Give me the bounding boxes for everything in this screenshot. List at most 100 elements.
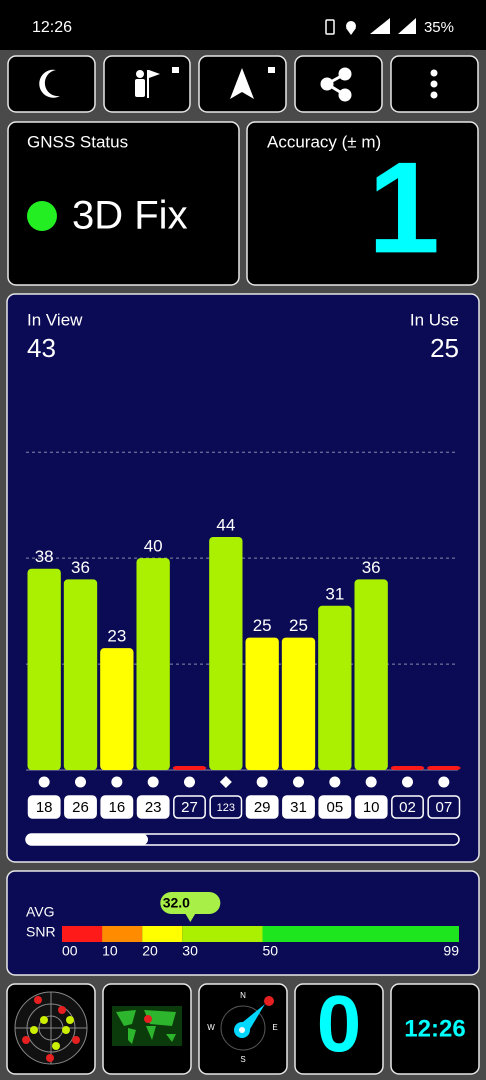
satellite-id-badge	[64, 795, 97, 819]
map-icon	[112, 1006, 182, 1046]
bar-value-label: 25	[253, 616, 272, 635]
bar-value-label: 38	[35, 547, 54, 566]
satellite-id: 29	[254, 799, 271, 816]
snr-average-bubble	[160, 892, 221, 914]
constellation-dot	[293, 776, 304, 788]
snr-average-label: 32.0	[163, 895, 190, 911]
svg-text:E: E	[272, 1023, 277, 1032]
snr-panel	[6, 870, 480, 976]
bar	[318, 605, 352, 770]
satellite-id-badge	[100, 795, 134, 819]
snr-label-bottom: SNR	[26, 924, 56, 940]
svg-text:S: S	[240, 1055, 245, 1064]
in-view-label: In View	[27, 310, 83, 329]
snr-segment	[142, 926, 183, 942]
constellation-dot	[184, 776, 195, 788]
bar-value-label: 36	[362, 558, 381, 577]
clock-widget[interactable]	[390, 983, 480, 1075]
gnss-status-panel	[7, 121, 240, 286]
snr-tick-label: 99	[443, 943, 459, 959]
battery: 35%	[424, 19, 454, 36]
satellite-id-badge	[136, 795, 170, 819]
snr-segment	[182, 926, 263, 942]
bar	[427, 766, 461, 770]
fix-indicator	[27, 201, 57, 231]
satellite-id-badge	[318, 795, 352, 819]
bar-value-label: 31	[325, 584, 344, 603]
clock: 12:26	[404, 1015, 465, 1042]
snr-segment	[102, 926, 143, 942]
satellite-id-badge	[354, 795, 388, 819]
snr-tick-label: 50	[263, 943, 279, 959]
constellation-dot	[256, 776, 268, 788]
bar	[281, 637, 316, 770]
accuracy-label: Accuracy (± m)	[267, 132, 381, 151]
svg-text:W: W	[207, 1023, 215, 1032]
satellite-id-badge	[27, 795, 61, 819]
satellite-id: 31	[290, 799, 307, 816]
snr-tick-label: 20	[142, 943, 158, 959]
compass-icon: N S W E	[207, 991, 277, 1064]
snr-label-top: AVG	[26, 904, 55, 920]
fix-value: 3D Fix	[72, 194, 188, 238]
constellation-dot	[438, 776, 450, 788]
satellite-id: 16	[108, 799, 125, 816]
constellation-dot	[402, 776, 413, 788]
bar	[390, 766, 425, 770]
snr-segment	[262, 926, 459, 942]
satellite-id: 26	[72, 799, 89, 816]
satellite-id: 05	[326, 799, 343, 816]
fixed-count-widget[interactable]	[294, 983, 384, 1075]
snr-tick-label: 00	[62, 943, 78, 959]
constellation-dot	[111, 776, 123, 788]
satellite-id-badge	[282, 795, 315, 819]
mission-icon	[135, 67, 179, 98]
toolbar	[7, 55, 479, 113]
bar	[63, 579, 98, 770]
satellite-id-badge	[245, 795, 279, 819]
share-icon	[320, 67, 352, 102]
constellation-diamond	[219, 776, 232, 788]
constellation-dot	[75, 776, 86, 788]
in-use-label: In Use	[410, 310, 459, 329]
constellation-dot	[365, 776, 377, 788]
bar	[136, 558, 170, 770]
in-use-value: 25	[430, 333, 459, 363]
accuracy-value: 1	[368, 134, 440, 280]
snr-tick-label: 30	[182, 943, 198, 959]
scroll-thumb[interactable]	[26, 834, 148, 845]
bar-value-label: 40	[144, 537, 163, 556]
satellite-id-badge	[391, 795, 424, 819]
bar-value-label: 23	[107, 627, 126, 646]
satellite-id: 27	[181, 799, 198, 816]
status-bar	[0, 0, 486, 50]
bar	[172, 766, 207, 770]
constellation-dot	[147, 776, 159, 788]
bar	[354, 579, 388, 770]
gnss-status-label: GNSS Status	[27, 132, 128, 151]
satellite-id-badge	[209, 795, 243, 819]
constellation-dot	[329, 776, 341, 788]
bar-value-label: 36	[71, 558, 90, 577]
satellite-id: 23	[145, 799, 162, 816]
constellation-dot	[38, 776, 50, 788]
bar	[209, 536, 243, 770]
satellite-id-badge	[173, 795, 206, 819]
satellite-id: 02	[399, 799, 416, 816]
status-icons	[325, 18, 416, 35]
snr-segment	[62, 926, 103, 942]
satellite-id: 10	[363, 799, 380, 816]
status-time: 12:26	[32, 19, 72, 36]
in-view-value: 43	[27, 333, 56, 363]
navigate-icon	[230, 67, 275, 99]
satellite-id: 07	[435, 799, 452, 816]
share-button[interactable]	[294, 55, 383, 113]
snr-tick-label: 10	[102, 943, 118, 959]
bar	[27, 568, 61, 770]
bar	[245, 637, 279, 770]
satellite-id-badge	[427, 795, 461, 819]
night-mode-button[interactable]	[7, 55, 96, 113]
satellite-id: 18	[36, 799, 53, 816]
skyplot-icon	[14, 991, 88, 1065]
